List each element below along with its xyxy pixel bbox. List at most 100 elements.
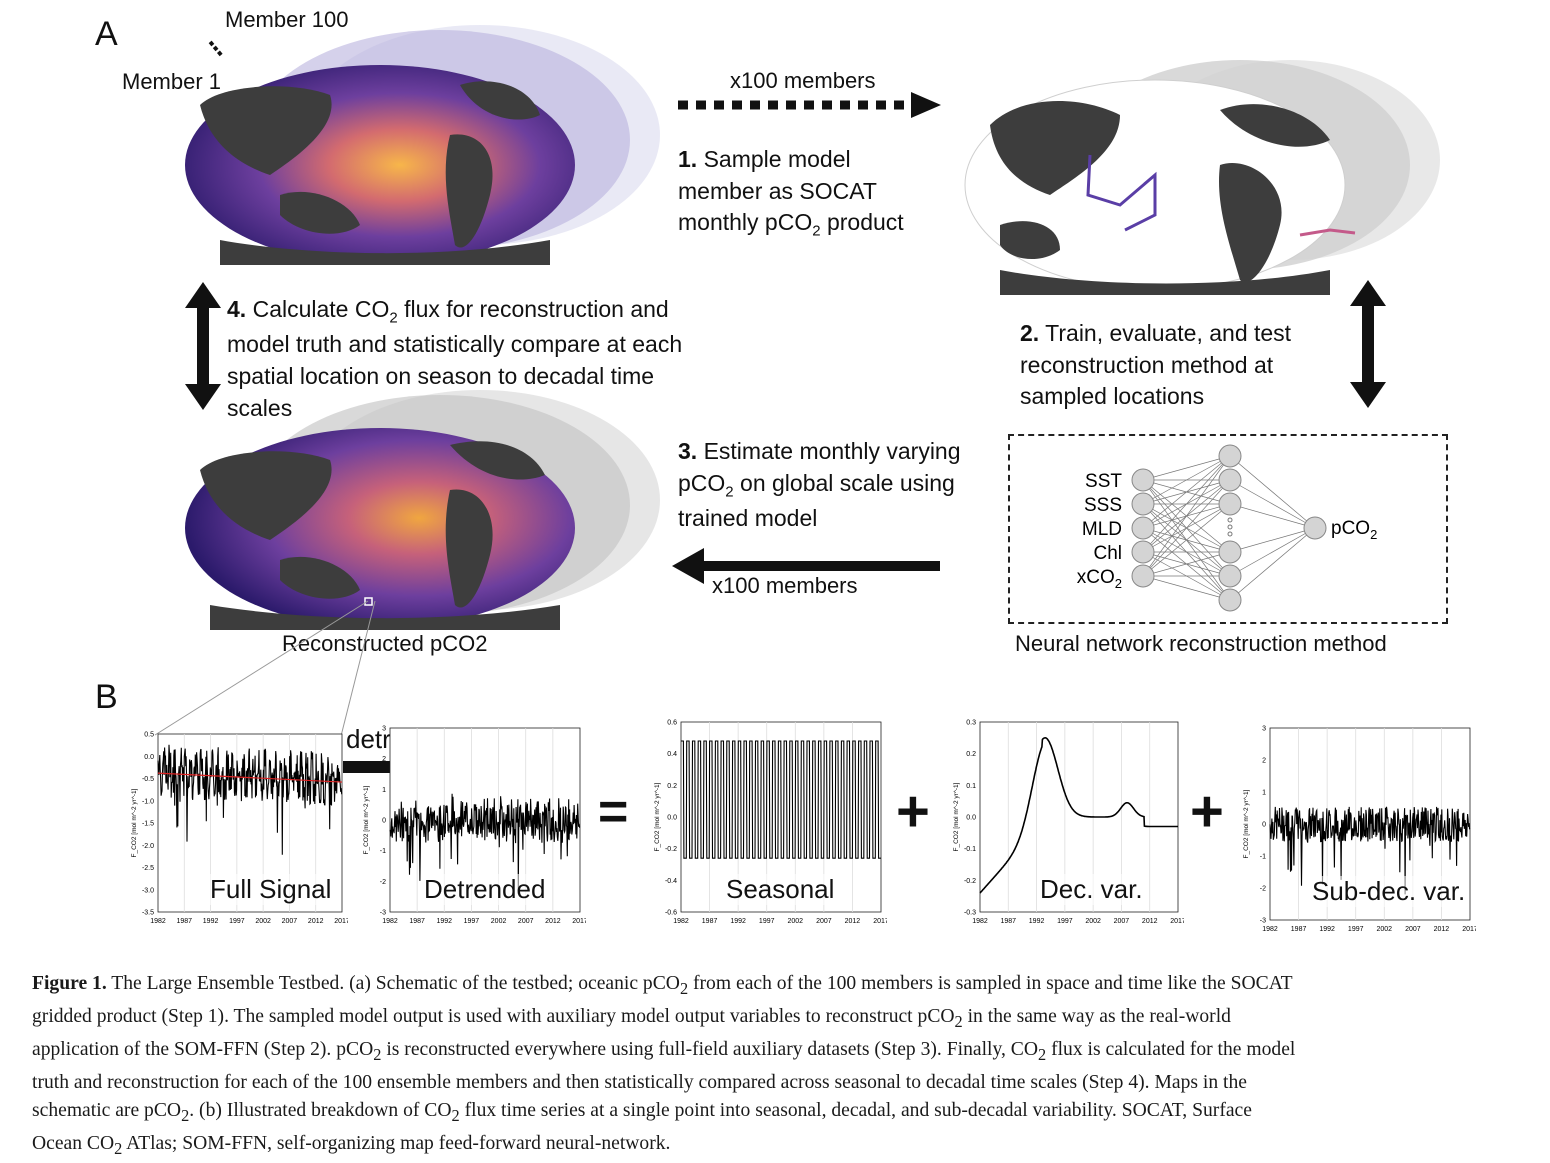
y-tick-label: 1 [1262,790,1266,797]
nn-edge [1142,455,1231,505]
nn-input-node [1131,540,1155,564]
y-axis-label: F_CO2 [mol m^-2 yr^-1] [1243,789,1250,858]
step-1-line2: member as SOCAT [678,177,877,204]
neural-network-caption: Neural network reconstruction method [1015,631,1387,656]
step-4-text: 4. Calculate CO2 flux for reconstruction… [227,294,682,424]
y-tick-label: 1 [382,787,386,794]
x-tick-label: 1987 [409,918,425,925]
y-axis-label: F_CO2 [mol m^-2 yr^-1] [363,785,370,854]
caption-text: in the same way as the real-world [962,1005,1231,1027]
x-tick-label: 1992 [203,918,219,925]
y-tick-label: 0.4 [667,751,677,758]
reconstructed-label: Reconstructed pCO2 [282,631,488,656]
x-tick-label: 1982 [673,918,689,925]
caption-text: . (b) Illustrated breakdown of CO [189,1099,452,1121]
y-axis-label: F_CO2 [mol m^-2 yr^-1] [953,782,960,851]
caption-text: Ocean CO [32,1132,115,1154]
y-axis-label: F_CO2 [mol m^-2 yr^-1] [131,788,138,857]
y-tick-label: -1 [380,848,386,855]
step-4-line1-pre: Calculate CO [252,296,390,322]
y-tick-label: -0.5 [142,776,154,783]
plot-title-decadal: Dec. var. [1040,874,1143,905]
x-tick-label: 2012 [1142,918,1158,925]
step-4-line1-post: flux for reconstruction and [397,296,669,322]
step-2-text: 2. Train, evaluate, and test reconstruct… [1020,318,1291,413]
land-shapes [990,101,1330,295]
nn-hidden-node [1218,564,1242,588]
x-tick-label: 2017 [1170,918,1184,925]
x-tick-label: 2017 [572,918,586,925]
nn-input-node [1131,516,1155,540]
sample-point-marker [364,597,373,606]
step-4-line2: model truth and statistically compare at… [227,331,683,358]
x-tick-label: 2007 [282,918,298,925]
nn-edge [1229,479,1316,529]
nn-edge [1142,455,1231,577]
nn-hidden-node [1218,588,1242,612]
nn-edge [1142,575,1231,601]
y-tick-label: -1.5 [142,821,154,828]
step-3-line2-pre: pCO [678,469,726,496]
step-2-line2: reconstruction method at [1020,351,1274,378]
y-tick-label: 0.2 [667,783,677,790]
caption-sub: 2 [679,978,689,998]
land-shapes [200,441,560,630]
nn-edge [1229,527,1316,601]
x-tick-label: 1987 [1000,918,1016,925]
step-4-number: 4. [227,296,247,322]
x100-members-bottom-label: x100 members [712,573,858,598]
caption-sub: 2 [954,1011,963,1031]
x-tick-label: 2012 [545,918,561,925]
neural-network-diagram: SST SSS MLD Chl xCO2 pCO2 [1077,444,1377,612]
step-4-line4: scales [227,394,293,421]
nn-input-label: SSS [1084,495,1122,516]
nn-input-label: SST [1085,471,1122,492]
y-tick-label: -0.2 [665,846,677,853]
y-tick-label: -0.3 [964,910,976,917]
x-tick-label: 1982 [382,918,398,925]
x-tick-label: 1997 [464,918,480,925]
step-4-line3: spatial location on season to decadal ti… [227,363,655,390]
x-tick-label: 1987 [176,918,192,925]
y-tick-label: -0.4 [665,878,677,885]
x-tick-label: 1987 [702,918,718,925]
step-4-sub: 2 [389,309,398,327]
caption-text: flux time series at a single point into … [459,1099,1252,1121]
nn-edge [1142,479,1231,577]
nn-hidden-node [1218,492,1242,516]
panel-a-letter: A [95,15,118,53]
x100-members-top-label: x100 members [730,68,876,93]
plot-title-full-signal: Full Signal [210,874,332,905]
y-tick-label: -2.5 [142,865,154,872]
top-right-map-stack [964,60,1440,295]
step-2-number: 2. [1020,320,1040,346]
step-3-sub: 2 [725,483,734,501]
double-arrow-right [1350,280,1386,408]
nn-input-node [1131,564,1155,588]
x-tick-label: 1982 [1262,926,1278,933]
member-1-label: Member 1 [122,69,222,94]
y-tick-label: 0.2 [966,751,976,758]
caption-text: ATlas; SOM-FFN, self-organizing map feed… [122,1132,671,1154]
plot-title-detrended: Detrended [424,874,546,905]
nn-edge [1142,455,1231,529]
x-tick-label: 2012 [845,918,861,925]
y-tick-label: -3.5 [142,910,154,917]
y-tick-label: 0.3 [966,720,976,727]
caption-text: application of the SOM-FFN (Step 2). pCO [32,1038,374,1060]
caption-label: Figure 1. [32,973,107,994]
y-axis-label: F_CO2 [mol m^-2 yr^-1] [654,782,661,851]
step-1-number: 1. [678,146,698,172]
y-tick-label: -3.0 [142,887,154,894]
step-1-text: 1. Sample model member as SOCAT monthly … [678,144,904,243]
y-tick-label: 0.5 [144,732,154,739]
nn-edge [1229,503,1316,529]
caption-text: is reconstructed everywhere using full-f… [381,1038,1038,1060]
nn-edge [1142,455,1231,481]
series-line [157,744,343,855]
step-3-number: 3. [678,438,698,464]
y-tick-label: -0.2 [964,878,976,885]
x-tick-label: 1997 [229,918,245,925]
plot-title-seasonal: Seasonal [726,874,835,905]
nn-edge [1142,551,1231,577]
